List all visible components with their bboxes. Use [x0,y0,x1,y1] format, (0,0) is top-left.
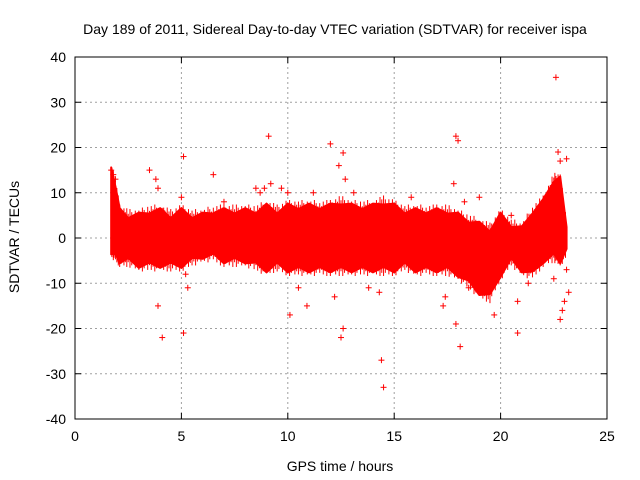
data-point [550,275,557,282]
data-point [303,302,310,309]
x-tick-label: 0 [71,428,79,444]
data-point [154,302,161,309]
data-point [182,271,189,278]
data-band [110,166,568,304]
y-tick-label: 30 [50,94,66,110]
data-point [561,298,568,305]
data-point [110,171,117,178]
data-point [378,357,385,364]
y-tick-label: 40 [50,49,66,65]
data-point [335,162,342,169]
data-point [180,330,187,337]
data-point [555,149,562,156]
x-tick-label: 5 [178,428,186,444]
data-point [159,334,166,341]
data-point [476,194,483,201]
data-point [563,266,570,273]
x-tick-label: 10 [280,428,296,444]
data-point [380,384,387,391]
y-tick-label: -10 [46,275,66,291]
data-point [154,185,161,192]
data-point [461,198,468,205]
data-point [442,293,449,300]
data-point [210,171,217,178]
data-point [557,316,564,323]
data-point [278,185,285,192]
data-point [178,194,185,201]
y-tick-label: 0 [58,230,66,246]
data-point [340,325,347,332]
data-point [455,137,462,144]
data-point [452,133,459,140]
data-point [514,298,521,305]
data-point [295,284,302,291]
data-point [557,158,564,165]
data-point [267,180,274,187]
data-point [525,280,532,287]
data-point [365,284,372,291]
data-point [450,180,457,187]
data-point [284,189,291,196]
y-tick-label: 10 [50,185,66,201]
data-point [457,343,464,350]
x-axis-label: GPS time / hours [287,458,394,474]
data-point [540,198,547,205]
data-points [108,74,572,391]
chart-title: Day 189 of 2011, Sidereal Day-to-day VTE… [83,21,587,37]
data-point [184,284,191,291]
data-point [152,176,159,183]
axis-ticks: 0 5 10 15 20 25 -40 -30 -20 -10 0 10 20 30 40 [46,49,615,444]
y-tick-label: -20 [46,321,66,337]
data-point [508,212,515,219]
data-point [376,289,383,296]
data-point [340,149,347,156]
y-tick-label: -40 [46,411,66,427]
data-point [257,189,264,196]
data-point [112,176,119,183]
data-point [338,334,344,341]
x-tick-label: 15 [386,428,402,444]
data-point [331,293,338,300]
data-point [514,330,521,337]
data-point [440,302,447,309]
data-point [452,320,459,327]
x-tick-label: 25 [599,428,615,444]
data-point [565,289,572,296]
data-point [220,198,227,205]
data-point [563,155,570,162]
data-point [265,133,272,140]
data-point [146,167,153,174]
data-point [559,307,566,314]
data-point [552,74,559,81]
data-point [342,176,349,183]
data-point [327,140,334,147]
data-point [350,189,357,196]
y-tick-label: -30 [46,366,66,382]
data-point [159,207,166,214]
y-axis-label: SDTVAR / TECUs [6,181,22,293]
x-tick-label: 20 [493,428,509,444]
y-tick-label: 20 [50,140,66,156]
data-point [108,167,115,174]
data-point [252,185,259,192]
data-point [310,189,317,196]
data-point [491,311,498,318]
data-point [286,311,293,318]
data-point [408,194,415,201]
data-point [180,153,187,160]
data-point [465,284,472,291]
data-point [261,185,268,192]
